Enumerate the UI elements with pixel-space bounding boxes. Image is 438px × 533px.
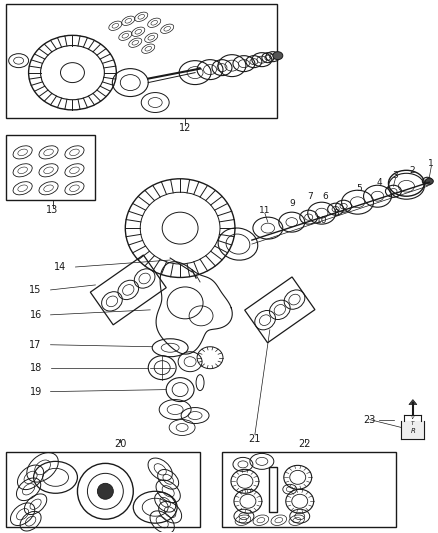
Text: 23: 23 bbox=[364, 415, 376, 424]
Text: 8: 8 bbox=[334, 209, 339, 217]
Text: 21: 21 bbox=[249, 434, 261, 445]
Text: 2: 2 bbox=[410, 166, 415, 175]
Text: 14: 14 bbox=[54, 262, 67, 272]
Text: 1: 1 bbox=[428, 159, 434, 168]
Text: 17: 17 bbox=[29, 340, 42, 350]
Polygon shape bbox=[401, 421, 424, 439]
Text: 15: 15 bbox=[29, 285, 42, 295]
Text: 3: 3 bbox=[392, 171, 398, 180]
Text: 19: 19 bbox=[29, 386, 42, 397]
Text: R: R bbox=[410, 429, 415, 434]
Bar bbox=[6, 453, 200, 527]
Text: T: T bbox=[411, 421, 415, 426]
Text: 11: 11 bbox=[259, 206, 271, 215]
Text: 16: 16 bbox=[29, 310, 42, 320]
Text: 4: 4 bbox=[377, 178, 382, 187]
Ellipse shape bbox=[273, 52, 283, 60]
Text: 18: 18 bbox=[29, 362, 42, 373]
Text: 7: 7 bbox=[307, 192, 313, 201]
Bar bbox=[6, 4, 277, 118]
Text: 22: 22 bbox=[298, 439, 311, 449]
Text: 12: 12 bbox=[179, 124, 191, 133]
Text: 13: 13 bbox=[46, 205, 59, 215]
Text: 9: 9 bbox=[289, 199, 295, 208]
Text: V: V bbox=[411, 415, 415, 420]
Polygon shape bbox=[409, 400, 417, 405]
Bar bbox=[222, 453, 396, 527]
Text: 5: 5 bbox=[357, 184, 362, 193]
Bar bbox=[269, 467, 277, 512]
Text: 6: 6 bbox=[323, 192, 328, 201]
Text: 20: 20 bbox=[114, 439, 127, 449]
Ellipse shape bbox=[425, 178, 433, 184]
Circle shape bbox=[97, 483, 113, 499]
Bar bbox=[6, 135, 95, 200]
Text: 10: 10 bbox=[316, 216, 328, 224]
